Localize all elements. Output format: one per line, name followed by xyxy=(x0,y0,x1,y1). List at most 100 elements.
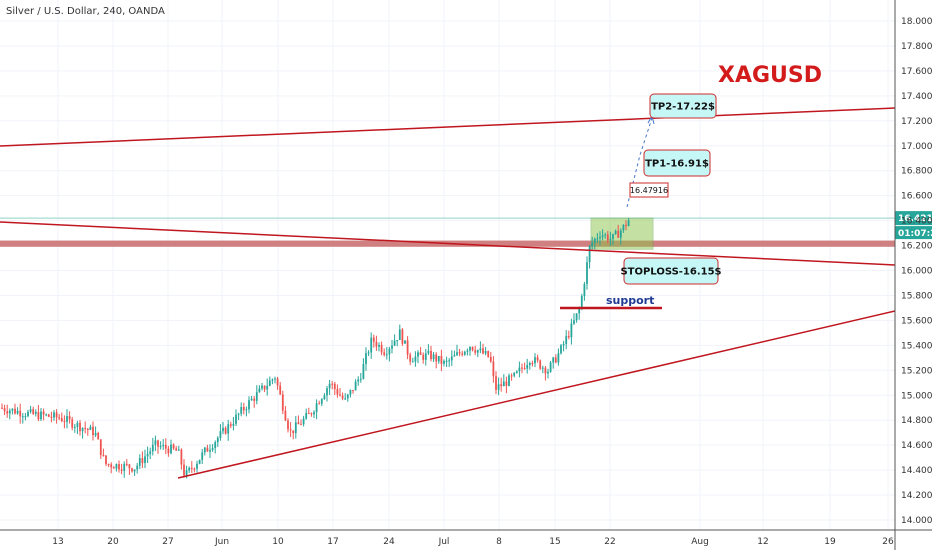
y-tick-label: 15.00000 xyxy=(901,391,932,401)
candle-body xyxy=(146,453,149,457)
candle-body xyxy=(492,361,495,377)
candles xyxy=(1,218,630,479)
candle-body xyxy=(24,416,27,418)
countdown-badge xyxy=(895,226,932,240)
current-price-text: 16.42141 xyxy=(898,214,932,224)
candle-body xyxy=(622,224,625,231)
candle-body xyxy=(583,284,586,297)
tp2-callout-label: TP2-17.22$ xyxy=(651,102,715,113)
candle-body xyxy=(40,411,42,420)
candle-body xyxy=(149,451,152,454)
candle-body xyxy=(354,381,357,391)
candle-body xyxy=(430,350,432,360)
candle-body xyxy=(141,458,144,464)
candle-body xyxy=(47,414,50,417)
y-tick-label: 14.80000 xyxy=(901,416,932,426)
candle-body xyxy=(328,383,331,389)
y-tick-label: 16.00000 xyxy=(901,267,932,277)
candle-body xyxy=(495,376,497,390)
x-tick-label: 24 xyxy=(383,537,395,547)
candle-body xyxy=(209,449,211,452)
candle-body xyxy=(63,421,66,423)
candle-body xyxy=(211,448,214,450)
candle-body xyxy=(593,238,596,243)
candle-body xyxy=(448,360,451,362)
candle-body xyxy=(94,432,97,436)
candle-body xyxy=(573,320,575,324)
candle-body xyxy=(224,427,227,434)
candle-body xyxy=(398,329,401,341)
candle-body xyxy=(578,308,581,314)
candle-body xyxy=(84,427,87,429)
target-path xyxy=(626,117,653,208)
candle-body xyxy=(599,237,601,239)
candle-body xyxy=(274,378,276,380)
candle-body xyxy=(500,384,503,387)
candle-body xyxy=(419,352,422,355)
candle-body xyxy=(276,378,279,386)
candle-body xyxy=(357,379,360,382)
candle-body xyxy=(315,403,318,413)
candle-body xyxy=(193,468,196,470)
y-tick-label: 15.20000 xyxy=(901,366,932,376)
candle-body xyxy=(422,354,425,360)
candle-body xyxy=(432,354,435,360)
candle-body xyxy=(144,456,146,464)
candle-body xyxy=(8,410,11,414)
x-tick-label: 20 xyxy=(107,537,119,547)
y-tick-label: 16.20000 xyxy=(901,242,932,252)
upper-channel-line xyxy=(0,107,896,147)
x-tick-label: 22 xyxy=(604,537,615,547)
candle-body xyxy=(258,388,261,393)
candle-body xyxy=(11,408,14,411)
candle-body xyxy=(245,409,248,411)
candle-body xyxy=(310,413,313,415)
candle-body xyxy=(562,344,565,346)
candle-body xyxy=(92,426,94,436)
candle-body xyxy=(118,464,120,470)
candle-body xyxy=(34,411,37,414)
candle-body xyxy=(604,234,607,236)
candle-body xyxy=(375,341,378,347)
y-tick-label: 17.80000 xyxy=(901,42,932,52)
candle-body xyxy=(567,336,570,338)
candle-body xyxy=(66,416,68,422)
candle-body xyxy=(164,444,167,449)
candle-body xyxy=(235,414,237,424)
candle-body xyxy=(29,409,32,412)
candle-body xyxy=(466,350,469,352)
candle-body xyxy=(263,385,266,390)
x-tick-label: 17 xyxy=(327,537,338,547)
candle-body xyxy=(214,442,217,449)
x-tick-label: Jun xyxy=(214,537,229,547)
candle-body xyxy=(554,357,557,363)
candle-body xyxy=(547,371,549,374)
candle-body xyxy=(614,230,617,234)
candle-body xyxy=(365,353,367,364)
candle-body xyxy=(549,362,552,372)
candle-body xyxy=(14,408,16,414)
candle-body xyxy=(76,422,79,427)
candle-body xyxy=(617,230,620,238)
candle-body xyxy=(352,389,354,391)
candle-body xyxy=(253,398,256,401)
candle-body xyxy=(565,336,568,345)
candle-body xyxy=(383,352,386,355)
y-tick-label: 15.80000 xyxy=(901,291,932,301)
y-tick-label: 14.60000 xyxy=(901,441,932,451)
candle-body xyxy=(279,385,282,395)
candle-body xyxy=(502,381,505,387)
zone-layer xyxy=(0,217,895,250)
candle-body xyxy=(268,380,271,386)
candle-body xyxy=(115,464,118,469)
candle-body xyxy=(151,444,154,452)
candle-body xyxy=(612,233,614,239)
candle-body xyxy=(450,356,453,361)
trendlines xyxy=(0,107,896,479)
candle-body xyxy=(198,459,201,464)
tp1-callout-box xyxy=(643,149,711,177)
candle-body xyxy=(341,395,344,399)
x-tick-label: 8 xyxy=(496,537,502,547)
candle-body xyxy=(305,413,308,419)
